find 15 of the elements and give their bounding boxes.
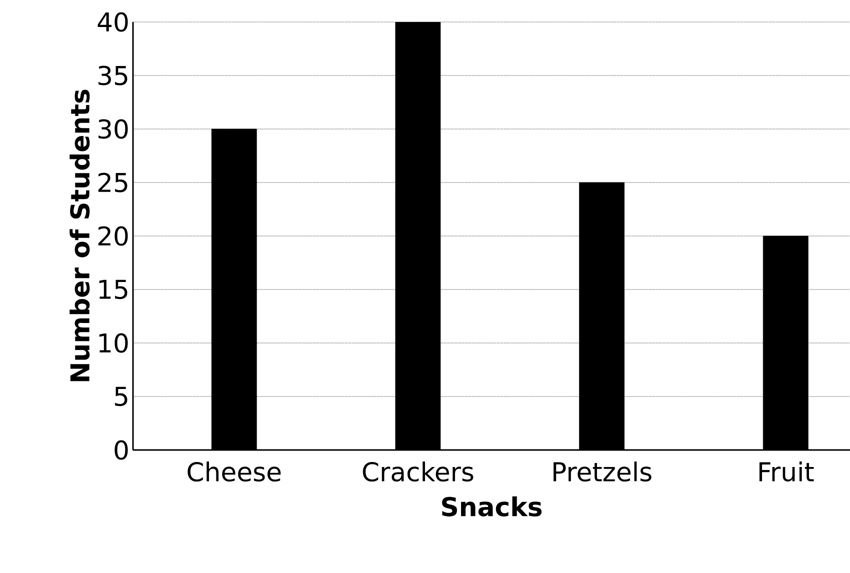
x-tick-label: Pretzels xyxy=(554,462,652,482)
x-tick-label: Cheese xyxy=(188,462,281,482)
y-tick-label: 5 xyxy=(115,386,128,406)
y-axis-title: Number of Students xyxy=(70,90,90,382)
y-tick-label: 0 xyxy=(114,440,128,460)
x-tick-label: Fruit xyxy=(759,462,814,482)
y-tick-label: 20 xyxy=(98,226,128,246)
y-tick-label: 15 xyxy=(99,280,128,300)
y-tick-label: 25 xyxy=(98,172,128,192)
y-tick-label: 30 xyxy=(98,119,128,139)
y-tick-label: 40 xyxy=(98,12,128,32)
x-axis-title: Snacks xyxy=(442,496,542,516)
y-tick-label: 35 xyxy=(98,66,128,86)
x-tick-label: Crackers xyxy=(362,462,474,482)
y-tick-label: 10 xyxy=(99,333,128,353)
